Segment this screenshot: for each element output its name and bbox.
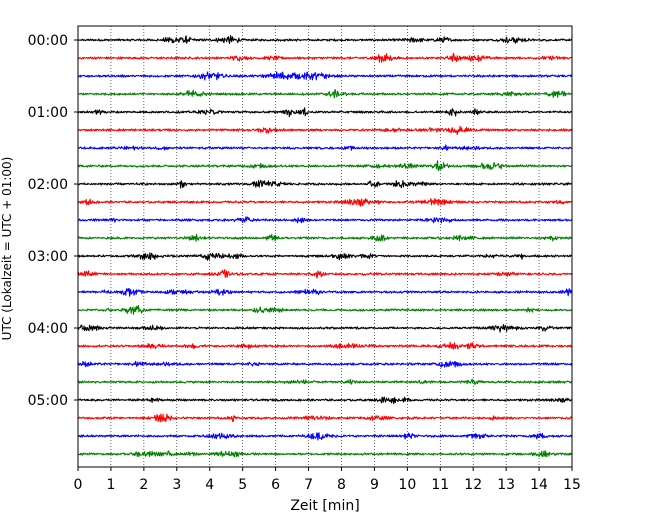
trace-line: [77, 144, 573, 151]
trace-line: [77, 324, 573, 333]
trace-line: [77, 233, 573, 242]
y-tick-label: 03:00: [28, 249, 68, 265]
trace-line: [77, 269, 573, 279]
y-tick-label: 02:00: [28, 177, 68, 193]
y-tick-label: 00:00: [28, 33, 68, 49]
trace-line: [77, 413, 573, 423]
x-tick-label: 8: [337, 477, 346, 493]
y-tick-label: 01:00: [28, 105, 68, 121]
x-tick-label: 2: [139, 477, 148, 493]
trace-line: [77, 179, 573, 189]
trace-line: [77, 216, 573, 224]
y-axis-label: UTC (Lokalzeit = UTC + 01:00): [0, 157, 14, 341]
y-tick-label: 05:00: [28, 393, 68, 409]
trace-line: [77, 288, 573, 297]
x-tick-label: 9: [370, 477, 379, 493]
x-tick-label: 10: [398, 477, 416, 493]
x-tick-label: 6: [271, 477, 280, 493]
x-tick-label: 11: [431, 477, 449, 493]
x-tick-label: 13: [497, 477, 515, 493]
x-tick-label: 0: [74, 477, 83, 493]
trace-line: [77, 378, 573, 386]
x-tick-label: 4: [205, 477, 214, 493]
trace-line: [77, 360, 573, 368]
y-axis-ticks: 00:00 01:00 02:00 03:00 04:00 05:00: [28, 33, 78, 409]
trace-line: [77, 52, 573, 63]
x-tick-label: 7: [304, 477, 313, 493]
x-tick-label: 12: [464, 477, 482, 493]
trace-line: [77, 160, 573, 171]
trace-lines: [77, 35, 573, 458]
trace-line: [77, 450, 573, 458]
trace-line: [77, 198, 573, 207]
x-tick-label: 3: [172, 477, 181, 493]
trace-line: [77, 35, 573, 45]
x-tick-label: 14: [530, 477, 548, 493]
trace-line: [77, 252, 573, 261]
trace-line: [77, 71, 573, 81]
trace-line: [77, 125, 573, 136]
x-tick-label: 5: [238, 477, 247, 493]
trace-line: [77, 304, 573, 315]
x-axis-label: Zeit [min]: [290, 498, 359, 514]
plot-frame: [77, 25, 573, 468]
trace-line: [77, 107, 573, 118]
trace-line: [77, 89, 573, 99]
x-tick-label: 15: [563, 477, 581, 493]
trace-line: [77, 432, 573, 441]
x-axis-ticks: 0 1 2 3 4 5 6 7 8 9 10 11 12 13 14 15: [74, 467, 581, 493]
y-tick-label: 04:00: [28, 321, 68, 337]
x-tick-label: 1: [106, 477, 115, 493]
trace-line: [77, 396, 573, 405]
trace-line: [77, 341, 573, 350]
